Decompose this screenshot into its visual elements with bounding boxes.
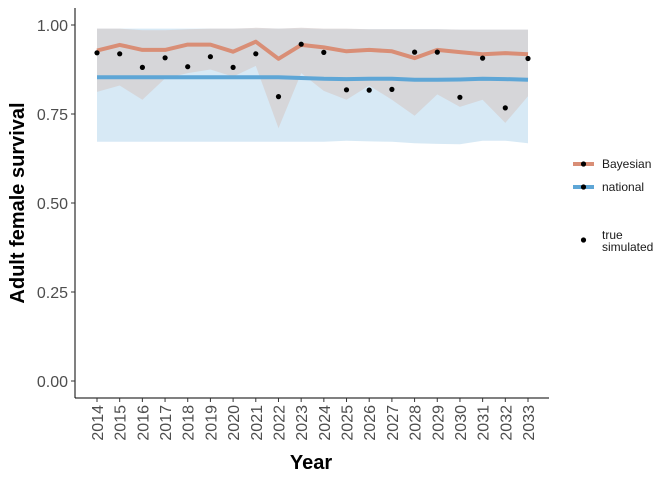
x-tick-label: 2019 [203, 405, 220, 441]
point-2014 [94, 50, 100, 56]
point-2016 [139, 64, 145, 70]
point-2030 [457, 94, 463, 100]
x-tick-label: 2024 [317, 405, 334, 441]
x-tick-label: 2033 [521, 405, 538, 441]
y-axis-ticks: 0.00 0.25 0.50 0.75 1.00 [37, 18, 75, 391]
x-tick-label: 2020 [226, 405, 243, 441]
line-national [97, 75, 529, 82]
legend-key-point [580, 161, 587, 167]
x-tick-label: 2031 [476, 405, 493, 441]
x-axis-ticks: 2014 2015 2016 2017 2018 2019 2020 2021 2022 2023… [90, 398, 538, 441]
point-2023 [298, 41, 304, 47]
x-tick-label: 2017 [158, 405, 175, 441]
x-tick-label: 2014 [90, 405, 107, 441]
legend-label-line: true [602, 228, 623, 242]
true-simulated-points [94, 41, 531, 111]
x-tick-label: 2015 [113, 405, 130, 441]
legend-item-national: national [573, 180, 644, 194]
legend-key-point [580, 237, 587, 243]
legend-label: Bayesian [602, 157, 651, 171]
x-tick-label: 2021 [249, 405, 266, 441]
x-tick-label: 2028 [408, 405, 425, 441]
point-2033 [525, 55, 531, 62]
legend-key-point [580, 184, 587, 190]
x-axis-title: Year [290, 452, 332, 474]
y-tick-label: 0.25 [37, 285, 68, 302]
point-2019 [207, 54, 213, 60]
point-2032 [502, 105, 508, 111]
point-2015 [117, 51, 123, 57]
x-tick-label: 2029 [430, 405, 447, 441]
point-2026 [366, 87, 372, 93]
point-2024 [321, 49, 327, 56]
point-2018 [185, 64, 191, 70]
point-2020 [230, 64, 236, 70]
x-tick-label: 2026 [362, 405, 379, 441]
y-axis-title: Adult female survival [7, 102, 29, 303]
point-2028 [412, 49, 418, 55]
legend-item-true: true simulated [580, 228, 653, 254]
legend: Bayesian national true simulated [573, 157, 653, 254]
legend-label: national [602, 180, 644, 194]
point-2021 [253, 51, 259, 57]
y-tick-label: 1.00 [37, 18, 68, 35]
series-lines [96, 39, 529, 82]
x-tick-label: 2022 [272, 405, 289, 441]
x-tick-label: 2016 [135, 405, 152, 441]
point-2029 [434, 49, 440, 55]
legend-label: true simulated [602, 228, 653, 254]
x-tick-label: 2030 [453, 405, 470, 441]
line-bayesian [96, 39, 529, 61]
y-tick-label: 0.00 [37, 374, 68, 391]
y-tick-label: 0.50 [37, 196, 68, 213]
x-tick-label: 2023 [294, 405, 311, 441]
y-tick-label: 0.75 [37, 107, 68, 124]
x-tick-label: 2032 [498, 405, 515, 441]
x-tick-label: 2025 [340, 405, 357, 441]
point-2017 [162, 55, 168, 61]
x-tick-label: 2027 [385, 405, 402, 441]
x-tick-label: 2018 [181, 405, 198, 441]
legend-item-bayesian: Bayesian [573, 157, 651, 171]
point-2027 [389, 86, 395, 92]
point-2022 [275, 94, 282, 100]
point-2025 [343, 87, 350, 93]
point-2031 [480, 55, 486, 61]
legend-label-line: simulated [602, 240, 653, 254]
